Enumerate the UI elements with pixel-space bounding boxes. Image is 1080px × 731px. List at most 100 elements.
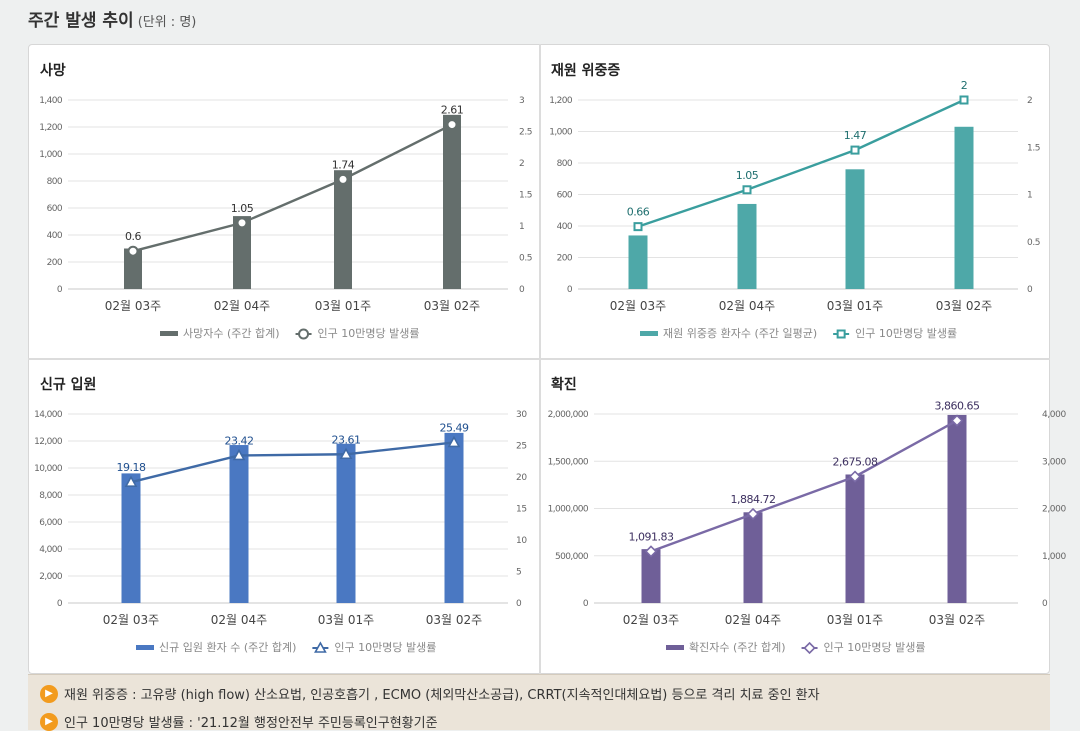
bar-deaths: [443, 114, 461, 289]
y-left-tick-label: 1,000: [549, 128, 573, 138]
legend-bar-swatch: [640, 331, 658, 336]
legend-bar-label: 신규 입원 환자 수 (주간 합계): [159, 641, 296, 654]
page-title-text: 주간 발생 추이: [28, 11, 134, 31]
rate-marker-critical: [959, 95, 969, 105]
y-left-tick-label: 600: [557, 191, 573, 201]
y-right-tick-label: 2: [1027, 96, 1032, 106]
bar-confirmed: [947, 414, 967, 603]
rate-marker-confirmed: [644, 545, 658, 558]
y-right-tick-label: 1.5: [519, 191, 532, 201]
y-left-tick-label: 800: [557, 159, 573, 169]
y-right-tick-label: 1: [1027, 191, 1032, 201]
x-tick-label: 02월 04주: [214, 299, 270, 313]
x-tick-label: 03월 01주: [827, 613, 883, 627]
y-left-tick-label: 2,000,000: [548, 410, 589, 420]
rate-data-label: 1.74: [332, 158, 355, 171]
rate-data-label: 0.6: [125, 230, 141, 243]
rate-marker-critical: [850, 145, 860, 155]
rate-marker-confirmed: [950, 414, 964, 427]
legend-line-label: 인구 10만명당 발생률: [318, 327, 420, 340]
x-tick-label: 02월 04주: [719, 299, 775, 313]
y-left-tick-label: 1,000: [39, 150, 63, 160]
x-tick-label: 03월 01주: [318, 613, 374, 627]
x-tick-label: 03월 02주: [936, 299, 992, 313]
y-left-tick-label: 6,000: [39, 518, 63, 528]
y-right-tick-label: 20: [516, 473, 527, 483]
bar-confirmed: [743, 512, 763, 603]
bar-admissions: [444, 432, 464, 603]
rate-marker-admissions: [339, 447, 353, 460]
bar-deaths: [233, 216, 251, 289]
horizontal-divider: [28, 358, 1050, 360]
note-critical-definition: ▶ 재원 위중증 : 고유량 (high flow) 산소요법, 인공호흡기 , …: [40, 684, 820, 703]
rate-marker-deaths: [337, 173, 349, 185]
y-left-tick-label: 1,400: [39, 96, 63, 106]
rate-marker-admissions: [232, 448, 246, 461]
rate-data-label: 1.05: [736, 169, 759, 182]
y-left-tick-label: 0: [567, 285, 573, 295]
panel-title-confirmed: 확진: [551, 377, 577, 393]
bar-deaths: [124, 248, 142, 289]
x-tick-label: 02월 03주: [610, 299, 666, 313]
y-right-tick-label: 1.5: [1027, 143, 1040, 153]
rate-marker-admissions: [124, 475, 138, 487]
legend-bar-swatch: [136, 645, 154, 650]
rate-data-label: 3,860.65: [935, 400, 980, 413]
legend-line-label: 인구 10만명당 발생률: [824, 641, 926, 654]
y-left-tick-label: 8,000: [39, 491, 63, 501]
legend-bar-label: 사망자수 (주간 합계): [183, 327, 280, 340]
y-right-tick-label: 15: [516, 505, 527, 515]
rate-data-label: 1.05: [231, 202, 254, 215]
y-right-tick-label: 5: [516, 568, 521, 578]
note-population-basis: ▶ 인구 10만명당 발생률 : '21.12월 행정안전부 주민등록인구현황기준: [40, 712, 438, 731]
y-right-tick-label: 3,000: [1042, 457, 1066, 467]
rate-data-label: 1,091.83: [629, 530, 674, 543]
y-right-tick-label: 3: [519, 96, 524, 106]
y-right-tick-label: 0: [1027, 285, 1033, 295]
y-right-tick-label: 2.5: [519, 128, 532, 138]
rate-line-confirmed: [650, 419, 958, 553]
page-title: 주간 발생 추이 (단위 : 명): [28, 6, 196, 31]
rate-marker-confirmed: [848, 470, 862, 483]
legend-bar-swatch: [160, 331, 178, 336]
speaker-icon: ▶: [40, 712, 58, 731]
rate-line-admissions: [130, 441, 455, 484]
x-tick-label: 02월 03주: [105, 299, 161, 313]
y-left-tick-label: 400: [557, 222, 573, 232]
y-left-tick-label: 0: [583, 599, 589, 609]
panel-title-deaths: 사망: [40, 63, 66, 79]
y-left-tick-label: 0: [57, 285, 63, 295]
legend-line-label: 인구 10만명당 발생률: [334, 641, 436, 654]
rate-data-label: 23.61: [332, 433, 361, 446]
y-left-tick-label: 200: [47, 258, 63, 268]
y-left-tick-label: 1,500,000: [548, 457, 589, 467]
y-right-tick-label: 0: [516, 599, 522, 609]
y-left-tick-label: 2,000: [39, 572, 63, 582]
x-tick-label: 03월 02주: [426, 613, 482, 627]
rate-marker-deaths: [446, 119, 458, 131]
y-left-tick-label: 1,000,000: [548, 505, 589, 515]
rate-data-label: 2,675.08: [833, 456, 878, 469]
x-tick-label: 03월 01주: [315, 299, 371, 313]
bar-confirmed: [641, 549, 661, 603]
legend-line-marker: [803, 641, 816, 655]
y-left-tick-label: 1,200: [549, 96, 573, 106]
rate-data-label: 2.61: [441, 104, 464, 117]
bar-critical: [954, 126, 974, 290]
rate-marker-admissions: [447, 435, 461, 448]
bar-critical: [628, 235, 648, 289]
legend-line-marker: [298, 328, 310, 340]
y-right-tick-label: 30: [516, 410, 527, 420]
x-tick-label: 03월 02주: [424, 299, 480, 313]
legend-bar-swatch: [666, 645, 684, 650]
rate-data-label: 25.49: [440, 421, 469, 434]
legend-line-marker: [836, 329, 846, 339]
legend-line-label: 인구 10만명당 발생률: [855, 327, 957, 340]
y-right-tick-label: 2: [519, 159, 524, 169]
note-text: 재원 위중증 : 고유량 (high flow) 산소요법, 인공호흡기 , E…: [64, 688, 820, 703]
footer-notes: ▶ 재원 위중증 : 고유량 (high flow) 산소요법, 인공호흡기 , …: [28, 674, 1050, 731]
note-text: 인구 10만명당 발생률 : '21.12월 행정안전부 주민등록인구현황기준: [64, 716, 438, 731]
panel-title-admissions: 신규 입원: [40, 377, 97, 393]
y-left-tick-label: 200: [557, 254, 573, 264]
